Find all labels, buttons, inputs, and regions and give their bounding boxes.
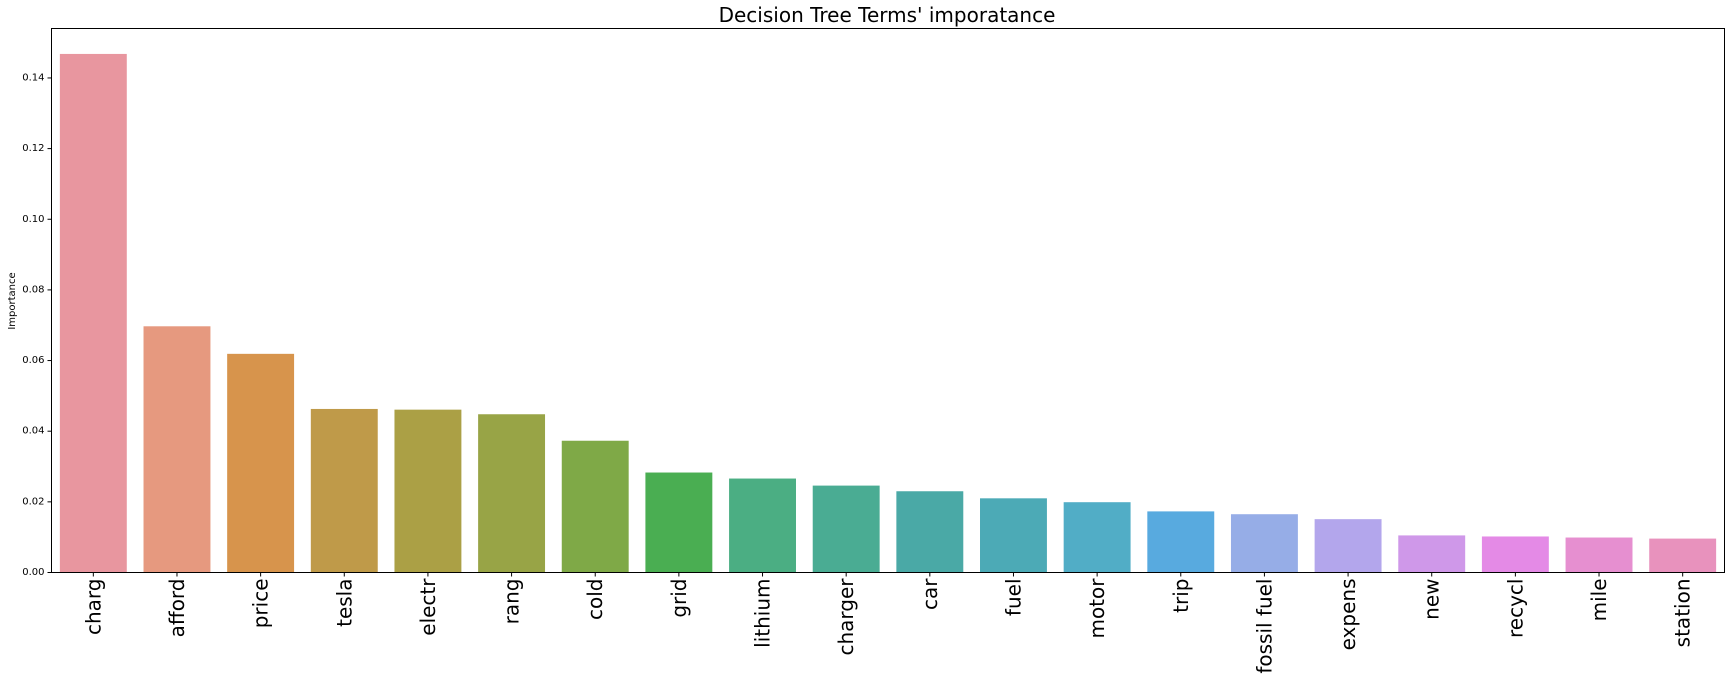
x-tick-label: motor (1085, 578, 1109, 639)
y-axis-label: Importance (7, 272, 18, 329)
bar-car (896, 491, 964, 573)
x-tick-label: rang (500, 579, 524, 625)
plot-frame (51, 28, 1725, 573)
x-tick-label: grid (667, 579, 691, 618)
bar-electr (394, 409, 462, 573)
bar-lithium (729, 478, 796, 573)
bar-cold (561, 440, 629, 573)
y-tick-label: 0.08 (22, 284, 44, 295)
x-tick-label: electr (416, 578, 440, 636)
y-tick-label: 0.06 (22, 355, 44, 366)
bar-charg (59, 53, 127, 573)
x-tick-label: fuel (1001, 579, 1025, 617)
y-tick-label: 0.14 (22, 72, 44, 83)
x-tick-label: fossil fuel (1252, 579, 1276, 674)
x-tick-label: charger (834, 578, 858, 656)
bar-new (1398, 535, 1466, 573)
y-tick-label: 0.02 (22, 496, 44, 507)
y-axis: 0.00 0.02 0.04 0.06 0.08 0.10 0.12 0.14 (22, 72, 52, 578)
bars-layer (59, 53, 1717, 573)
y-tick-label: 0.12 (22, 143, 44, 154)
x-tick-label: mile (1587, 579, 1611, 622)
x-tick-label: afford (165, 579, 189, 638)
x-axis: charg afford price tesla electr rang cold grid l… (81, 572, 1695, 674)
x-tick-label: recycl (1503, 579, 1527, 638)
bar-recycl (1481, 536, 1549, 573)
chart-title: Decision Tree Terms' imporatance (719, 3, 1056, 27)
bar-rang (478, 414, 546, 573)
bar-mile (1565, 537, 1633, 573)
x-tick-label: expens (1336, 579, 1360, 651)
bar-fossil-fuel (1230, 514, 1298, 573)
x-tick-label: cold (583, 579, 607, 620)
bar-trip (1147, 511, 1215, 573)
x-tick-label: car (918, 578, 942, 610)
x-tick-label: price (249, 579, 273, 629)
x-tick-label: tesla (332, 579, 356, 627)
bar-price (227, 353, 295, 573)
bar-grid (645, 472, 713, 573)
bar-motor (1063, 502, 1131, 573)
bar-fuel (980, 498, 1047, 573)
x-tick-label: new (1420, 579, 1444, 620)
x-tick-label: station (1671, 579, 1695, 648)
x-tick-label: lithium (751, 579, 775, 648)
bar-station (1649, 538, 1717, 573)
x-tick-label: charg (81, 579, 105, 636)
y-tick-label: 0.04 (22, 426, 44, 437)
x-tick-label: trip (1169, 579, 1193, 613)
bar-tesla (310, 408, 378, 573)
bar-expens (1314, 519, 1382, 573)
y-tick-label: 0.10 (22, 214, 44, 225)
y-tick-label: 0.00 (22, 567, 44, 578)
bar-afford (143, 326, 211, 573)
bar-charger (812, 485, 880, 573)
